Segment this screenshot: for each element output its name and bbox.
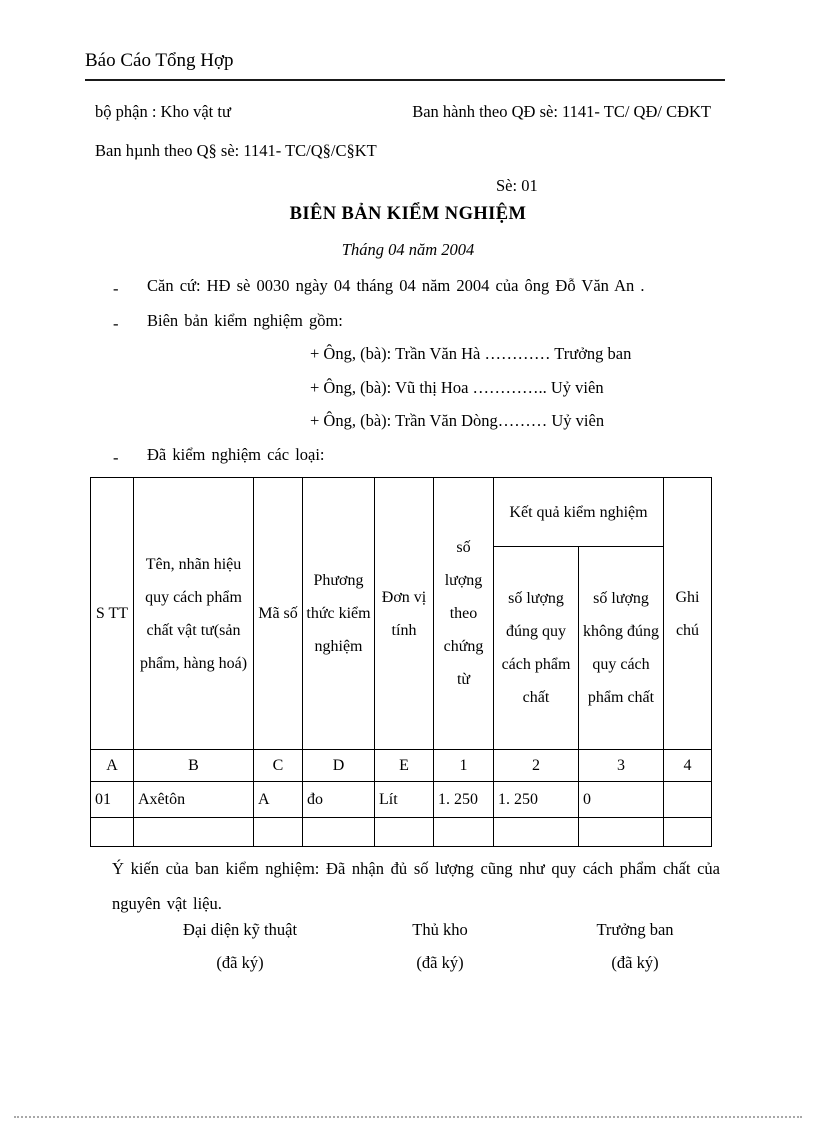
bullet-da-kiem-text: Đã kiểm nghiệm các loại: — [147, 445, 325, 464]
department-row: bộ phận : Kho vật tư Ban hành theo QĐ sè… — [95, 102, 711, 122]
cell-qty-not-ok: 0 — [578, 781, 664, 818]
bullet-can-cu-text: Căn cứ: HĐ sè 0030 ngày 04 tháng 04 năm … — [147, 276, 645, 295]
cell-method: đo — [302, 781, 375, 818]
document-number: Sè: 01 — [496, 176, 538, 195]
committee-member-2: + Ông, (bà): Vũ thị Hoa ………….. Uỷ viên — [310, 378, 604, 397]
document-title: BIÊN BẢN KIỂM NGHIỆM — [289, 204, 527, 224]
col-header-code: Mã số — [253, 477, 303, 750]
letter-cell: E — [374, 749, 434, 782]
letter-cell: 2 — [493, 749, 579, 782]
signature-storekeeper: Thủ kho (đã ký) — [385, 920, 495, 973]
signature-signed-note: (đã ký) — [611, 953, 659, 972]
col-header-note: Ghi chú — [663, 477, 712, 750]
signature-technical-rep: Đại diện kỹ thuật (đã ký) — [95, 920, 385, 973]
cell-name: Axêtôn — [133, 781, 254, 818]
col-header-name: Tên, nhãn hiệu quy cách phẩm chất vật tư… — [133, 477, 254, 750]
col-header-qty-not-ok: số lượng không đúng quy cách phẩm chất — [578, 546, 664, 750]
cell-stt: 01 — [90, 781, 134, 818]
table-row: 01 Axêtôn A đo Lít 1. 250 1. 250 0 — [90, 781, 712, 818]
report-header-title: Báo Cáo Tổng Hợp — [85, 50, 725, 81]
issue-decision-label-2: Ban hµnh theo Q§ sè: 1141- TC/Q§/C§KT — [95, 141, 377, 160]
department-label: bộ phận : Kho vật tư — [95, 102, 231, 121]
document-date: Tháng 04 năm 2004 — [341, 240, 475, 259]
inspection-table: S TT Tên, nhãn hiệu quy cách phẩm chất v… — [90, 477, 712, 847]
letter-cell: 1 — [433, 749, 494, 782]
signature-head-of-board: Trưởng ban (đã ký) — [555, 920, 715, 973]
signature-title: Đại diện kỹ thuật — [182, 920, 298, 939]
col-header-stt: S TT — [90, 477, 134, 750]
letter-cell: C — [253, 749, 303, 782]
bullet-can-cu: - Căn cứ: HĐ sè 0030 ngày 04 tháng 04 nă… — [113, 276, 723, 298]
col-header-qty-doc: số lượng theo chứng từ — [433, 477, 494, 750]
col-header-method: Phương thức kiểm nghiệm — [302, 477, 375, 750]
bullet-gom-text: Biên bản kiểm nghiệm gồm: — [147, 311, 343, 330]
signature-title: Thủ kho — [412, 920, 468, 939]
page-footer-divider — [14, 1116, 802, 1118]
cell-qty-doc: 1. 250 — [433, 781, 494, 818]
issue-decision-label: Ban hành theo QĐ sè: 1141- TC/ QĐ/ CĐKT — [412, 102, 711, 121]
cell-unit: Lít — [374, 781, 434, 818]
bullet-dash-icon: - — [113, 448, 119, 467]
signature-row: Đại diện kỹ thuật (đã ký) Thủ kho (đã ký… — [95, 920, 715, 973]
table-row-empty — [90, 817, 712, 847]
signature-signed-note: (đã ký) — [216, 953, 264, 972]
committee-conclusion: Ý kiến của ban kiểm nghiệm: Đã nhận đủ s… — [112, 859, 720, 913]
letter-cell: B — [133, 749, 254, 782]
col-header-qty-ok: số lượng đúng quy cách phẩm chất — [493, 546, 579, 750]
col-header-result-group: Kết quả kiểm nghiệm — [493, 477, 664, 547]
cell-note — [663, 781, 712, 818]
bullet-gom: - Biên bản kiểm nghiệm gồm: — [113, 311, 723, 333]
col-header-unit: Đơn vị tính — [374, 477, 434, 750]
letter-cell: 4 — [663, 749, 712, 782]
letter-cell: 3 — [578, 749, 664, 782]
bullet-dash-icon: - — [113, 314, 119, 333]
letter-row: A B C D E 1 2 3 4 — [90, 749, 712, 782]
committee-member-1: + Ông, (bà): Trần Văn Hà ………… Trưởng ban — [310, 344, 632, 363]
letter-cell: D — [302, 749, 375, 782]
signature-title: Trưởng ban — [596, 920, 674, 939]
signature-signed-note: (đã ký) — [416, 953, 464, 972]
cell-qty-ok: 1. 250 — [493, 781, 579, 818]
cell-code: A — [253, 781, 303, 818]
committee-member-3: + Ông, (bà): Trần Văn Dòng……… Uỷ viên — [310, 411, 605, 430]
bullet-da-kiem: - Đã kiểm nghiệm các loại: — [113, 445, 723, 467]
bullet-dash-icon: - — [113, 279, 119, 298]
letter-cell: A — [90, 749, 134, 782]
